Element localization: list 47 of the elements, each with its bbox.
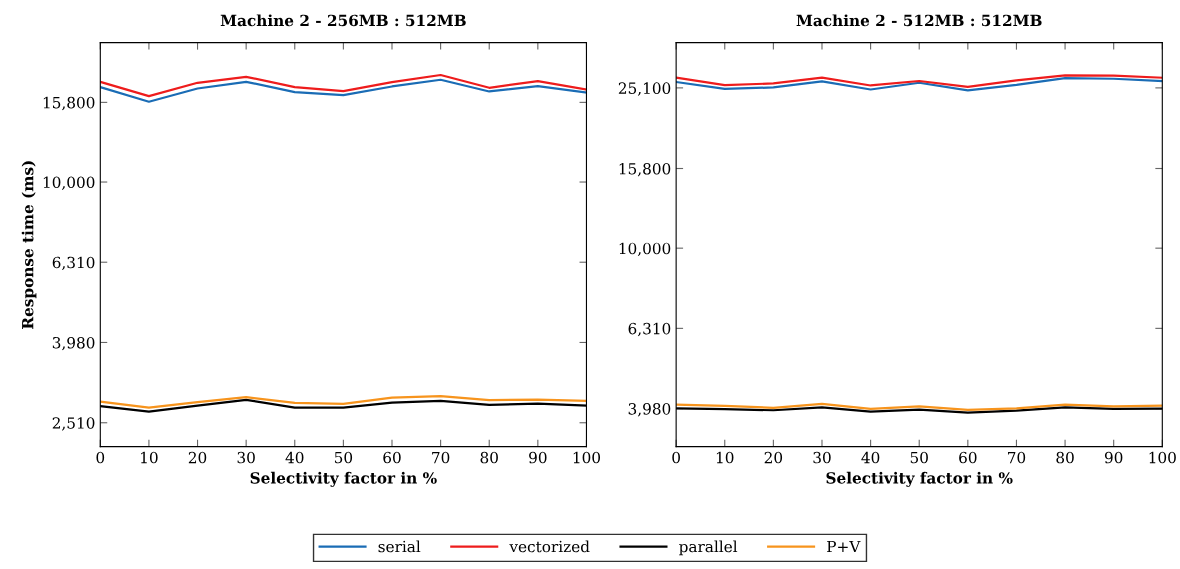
- x-tick-label: 100: [573, 451, 601, 464]
- line-series: [676, 76, 1163, 92]
- y-tick-label: 6,310: [52, 256, 95, 271]
- x-tick-label: 50: [334, 451, 353, 464]
- line-series: [676, 402, 1163, 411]
- x-tick-label: 90: [1104, 451, 1123, 464]
- x-axis-title: Selectivity factor in %: [826, 471, 1013, 487]
- x-tick-label: 80: [480, 451, 498, 464]
- y-axis-title: Response time (ms): [21, 161, 37, 329]
- y-tick-label: 3,980: [628, 403, 671, 417]
- x-tick-label: 100: [1149, 451, 1176, 464]
- line-series: [676, 74, 1163, 88]
- x-tick-label: 30: [237, 451, 255, 464]
- x-axis-title: Selectivity factor in %: [250, 471, 437, 487]
- line-series: [100, 395, 587, 409]
- legend-label: P+V: [827, 540, 861, 553]
- x-tick-label: 10: [716, 451, 734, 464]
- y-tick-label: 10,000: [43, 176, 95, 190]
- x-tick-label: 0: [96, 451, 105, 464]
- line-series: [100, 78, 587, 103]
- x-tick-label: 0: [672, 451, 680, 464]
- x-tick-label: 70: [1008, 451, 1026, 464]
- y-tick-label: 15,800: [619, 162, 671, 177]
- y-tick-label: 15,800: [43, 96, 95, 111]
- x-tick-label: 60: [383, 451, 401, 464]
- x-tick-label: 40: [285, 451, 304, 464]
- y-tick-label: 3,980: [52, 336, 95, 351]
- legend-label: parallel: [679, 540, 738, 556]
- x-tick-label: 90: [529, 451, 547, 464]
- chart-title: Machine 2 - 256MB : 512MB: [220, 14, 466, 27]
- legend-label: vectorized: [509, 540, 590, 553]
- x-tick-label: 50: [910, 451, 928, 464]
- x-tick-label: 20: [764, 451, 783, 464]
- x-tick-label: 10: [141, 451, 158, 464]
- line-series: [100, 73, 587, 98]
- x-tick-label: 20: [188, 451, 207, 464]
- legend-label: serial: [378, 540, 421, 553]
- x-tick-label: 80: [1056, 451, 1074, 464]
- chart-title: Machine 2 - 512MB : 512MB: [796, 14, 1042, 27]
- y-tick-label: 2,510: [52, 417, 95, 431]
- x-tick-label: 70: [432, 451, 450, 464]
- y-tick-label: 6,310: [628, 322, 671, 337]
- y-tick-label: 25,100: [618, 82, 671, 96]
- x-tick-label: 40: [861, 451, 880, 464]
- x-tick-label: 30: [813, 451, 831, 464]
- x-tick-label: 60: [959, 451, 977, 464]
- y-tick-label: 10,000: [619, 242, 671, 257]
